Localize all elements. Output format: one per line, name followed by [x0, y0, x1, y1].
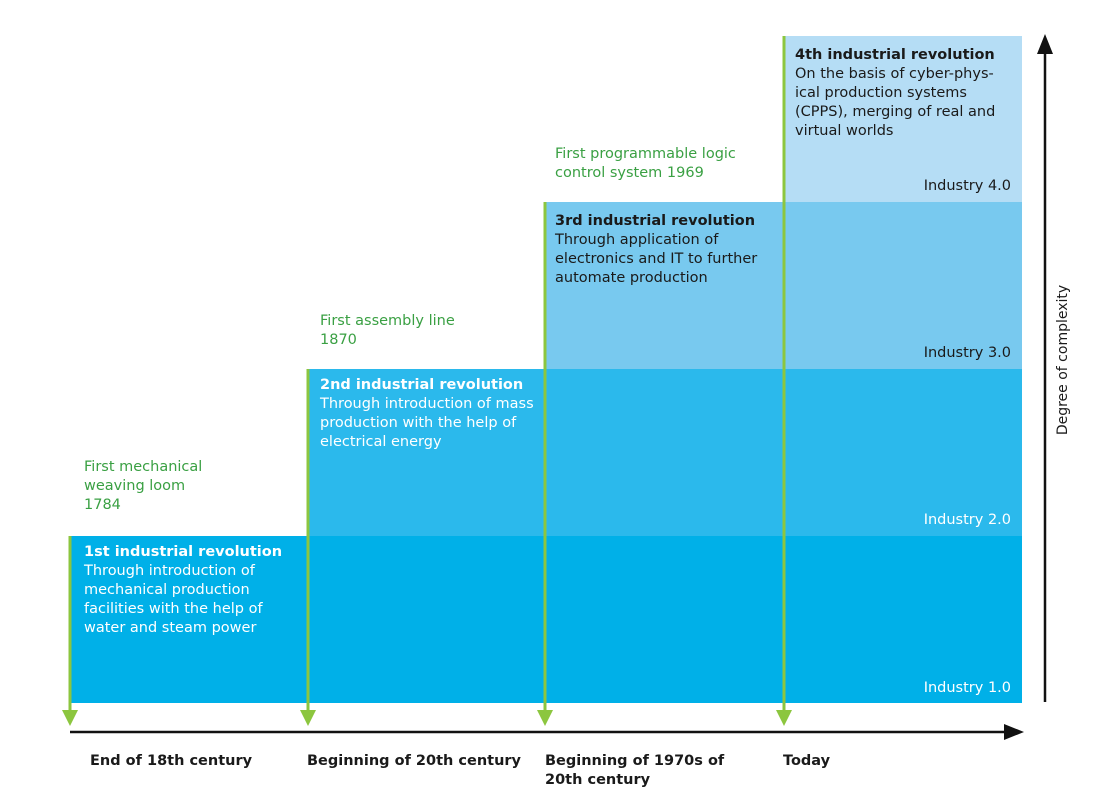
revolution-2-title: 2nd industrial revolution — [320, 377, 524, 393]
marker-arrowhead-2 — [300, 710, 316, 726]
revolution-2-desc: Through introduction of mass production … — [320, 396, 534, 450]
milestone-3: First programmable logic control system … — [555, 146, 736, 181]
revolution-3-title: 3rd industrial revolution — [555, 213, 756, 229]
band-industry-2 — [308, 369, 1022, 536]
industry-2-label: Industry 2.0 — [923, 512, 1011, 528]
marker-arrowhead-3 — [537, 710, 553, 726]
industry-4-label: Industry 4.0 — [923, 178, 1011, 194]
milestone-1: First mechanical weaving loom 1784 — [84, 459, 203, 513]
period-3-label: Beginning of 1970s of 20th century — [545, 753, 725, 788]
x-axis-arrowhead — [1004, 724, 1024, 740]
revolution-3-desc: Through application of electronics and I… — [555, 232, 758, 286]
marker-arrowhead-1 — [62, 710, 78, 726]
period-1-label: End of 18th century — [90, 753, 253, 769]
industry-3-label: Industry 3.0 — [923, 345, 1011, 361]
marker-arrowhead-4 — [776, 710, 792, 726]
revolution-3-text: 3rd industrial revolution Through applic… — [555, 212, 775, 288]
revolution-4-desc: On the basis of cyber-phys-ical producti… — [795, 66, 996, 139]
revolution-1-text: 1st industrial revolution Through introd… — [84, 543, 294, 638]
revolution-4-text: 4th industrial revolution On the basis o… — [795, 46, 1015, 141]
revolution-1-title: 1st industrial revolution — [84, 544, 283, 560]
period-2-label: Beginning of 20th century — [307, 753, 522, 769]
revolution-4-title: 4th industrial revolution — [795, 47, 995, 63]
y-axis-arrowhead — [1037, 34, 1053, 54]
industry-1-label: Industry 1.0 — [923, 680, 1011, 696]
revolution-2-text: 2nd industrial revolution Through introd… — [320, 376, 540, 452]
revolution-1-desc: Through introduction of mechanical produ… — [84, 563, 263, 636]
period-4-label: Today — [783, 753, 831, 769]
band-industry-4 — [784, 36, 1022, 202]
milestone-2: First assembly line 1870 — [320, 313, 455, 348]
